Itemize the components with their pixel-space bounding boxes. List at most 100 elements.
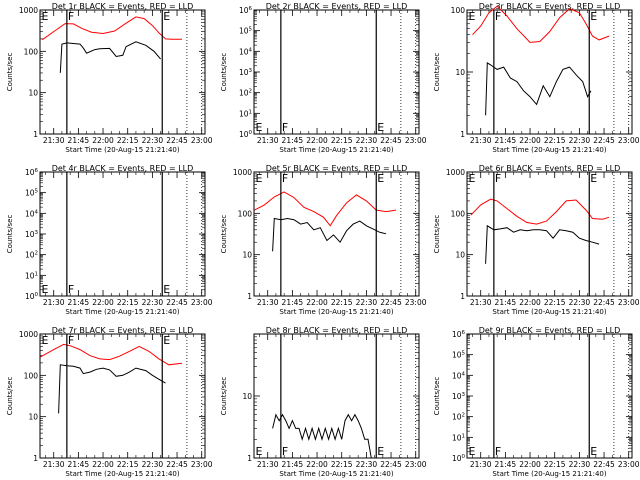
events-series-line [58, 364, 166, 414]
lld-series-line [254, 191, 397, 227]
events-series-line [485, 224, 600, 264]
x-axis-label: Start Time (20-Aug-15 21:21:40) [65, 308, 179, 316]
x-tick-label: 22:30 [356, 298, 378, 307]
x-tick-label: 22:15 [544, 460, 566, 469]
y-tick-label: 10 [455, 68, 465, 77]
y-tick-label: 100 [25, 292, 39, 301]
y-tick-label: 106 [452, 330, 466, 339]
event-marker-label: E [256, 121, 263, 134]
x-axis-label: Start Time (20-Aug-15 21:21:40) [279, 308, 393, 316]
y-tick-label: 10 [28, 89, 38, 98]
y-tick-label: 1 [460, 292, 465, 301]
event-marker-label: E [42, 10, 49, 23]
y-tick-label: 101 [452, 433, 465, 442]
x-tick-label: 22:15 [331, 460, 353, 469]
x-tick-label: 22:15 [544, 298, 566, 307]
events-series-line [272, 413, 375, 459]
event-marker-label: E [590, 445, 597, 458]
detector-panel: Det 1r BLACK = Events, RED = LLD Counts/s… [6, 2, 213, 154]
x-tick-label: 22:45 [166, 136, 188, 145]
event-marker-label: F [282, 172, 288, 185]
x-tick-label: 23:00 [191, 136, 213, 145]
detector-panel: Det 7r BLACK = Events, RED = LLD Counts/s… [6, 326, 213, 478]
detector-panel: Det 9r BLACK = Events, RED = LLD Counts/s… [433, 326, 640, 478]
event-marker-label: E [163, 10, 170, 23]
y-tick-label: 1000 [233, 168, 252, 177]
x-tick-label: 23:00 [405, 136, 427, 145]
y-axis-label: Counts/sec [6, 215, 14, 254]
event-marker-label: E [256, 172, 263, 185]
x-tick-label: 22:30 [569, 136, 591, 145]
y-tick-label: 104 [452, 371, 466, 380]
y-axis-label: Counts/sec [220, 215, 228, 254]
x-axis-label: Start Time (20-Aug-15 21:21:40) [279, 470, 393, 478]
event-marker-label: F [495, 10, 501, 23]
x-tick-label: 22:45 [380, 136, 402, 145]
x-tick-label: 23:00 [405, 298, 427, 307]
x-tick-label: 21:30 [470, 136, 492, 145]
x-tick-label: 22:15 [117, 136, 139, 145]
x-tick-label: 22:00 [519, 460, 541, 469]
y-tick-label: 10 [242, 251, 252, 260]
y-tick-label: 100 [451, 6, 466, 15]
y-tick-label: 101 [25, 271, 38, 280]
x-axis-label: Start Time (20-Aug-15 21:21:40) [65, 146, 179, 154]
x-axis-label: Start Time (20-Aug-15 21:21:40) [279, 146, 393, 154]
panel-title: Det 8r BLACK = Events, RED = LLD [266, 326, 408, 335]
x-tick-label: 22:45 [380, 460, 402, 469]
x-tick-label: 21:45 [282, 460, 304, 469]
events-series-line [485, 62, 592, 116]
x-tick-label: 22:30 [569, 460, 591, 469]
event-marker-label: F [495, 445, 501, 458]
x-tick-label: 22:30 [142, 136, 164, 145]
y-tick-label: 103 [452, 392, 466, 401]
panel-title: Det 4r BLACK = Events, RED = LLD [52, 164, 194, 173]
y-axis-label: Counts/sec [6, 377, 14, 416]
event-marker-label: F [282, 445, 288, 458]
x-tick-label: 21:45 [282, 136, 304, 145]
detector-panel: Det 3r BLACK = Events, RED = LLD Counts/s… [433, 2, 640, 154]
plot-frame [39, 9, 206, 135]
x-axis-label: Start Time (20-Aug-15 21:21:40) [65, 470, 179, 478]
x-tick-label: 22:00 [92, 298, 114, 307]
x-tick-label: 22:30 [356, 460, 378, 469]
y-tick-label: 106 [25, 168, 39, 177]
y-axis-label: Counts/sec [6, 53, 14, 92]
y-tick-label: 1 [33, 454, 38, 463]
x-tick-label: 22:00 [519, 136, 541, 145]
x-tick-label: 21:30 [257, 460, 279, 469]
x-tick-label: 22:45 [380, 298, 402, 307]
x-tick-label: 22:00 [92, 136, 114, 145]
event-marker-label: E [469, 172, 476, 185]
plot-frame [39, 171, 206, 297]
x-tick-label: 22:15 [544, 136, 566, 145]
event-marker-label: E [377, 172, 384, 185]
plot-frame [253, 171, 420, 297]
y-tick-label: 105 [25, 189, 39, 198]
x-tick-label: 22:00 [306, 136, 328, 145]
x-tick-label: 22:30 [356, 136, 378, 145]
event-marker-label: E [42, 334, 49, 347]
x-tick-label: 22:15 [117, 298, 139, 307]
events-series-line [59, 41, 161, 73]
x-tick-label: 22:00 [306, 298, 328, 307]
detector-panel: Det 2r BLACK = Events, RED = LLD Counts/s… [220, 2, 427, 154]
event-marker-label: E [469, 10, 476, 23]
x-tick-label: 22:45 [593, 298, 615, 307]
x-tick-label: 22:15 [331, 136, 353, 145]
event-marker-label: F [282, 121, 288, 134]
event-marker-label: E [469, 445, 476, 458]
x-tick-label: 21:30 [43, 298, 65, 307]
y-tick-label: 100 [24, 371, 39, 380]
y-tick-label: 1 [247, 292, 252, 301]
y-tick-label: 10 [28, 413, 38, 422]
x-tick-label: 23:00 [405, 460, 427, 469]
panel-title: Det 3r BLACK = Events, RED = LLD [479, 2, 621, 11]
event-marker-label: E [163, 334, 170, 347]
x-tick-label: 22:30 [569, 298, 591, 307]
y-tick-label: 101 [239, 109, 252, 118]
event-marker-label: F [68, 283, 74, 296]
x-tick-label: 21:45 [495, 136, 517, 145]
panel-title: Det 2r BLACK = Events, RED = LLD [266, 2, 408, 11]
